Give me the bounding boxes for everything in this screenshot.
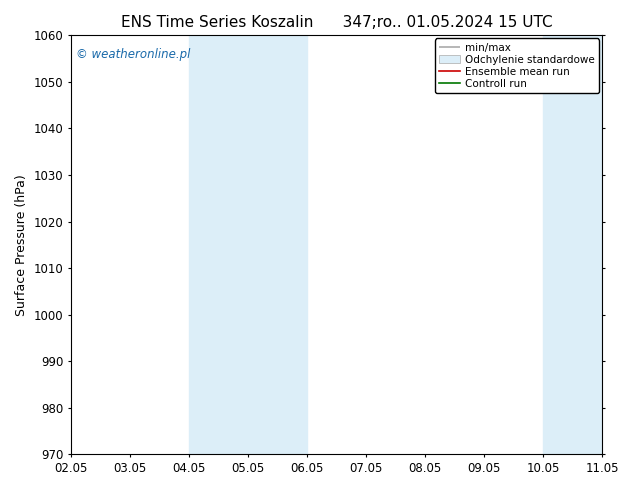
Title: ENS Time Series Koszalin      347;ro.. 01.05.2024 15 UTC: ENS Time Series Koszalin 347;ro.. 01.05.…: [121, 15, 552, 30]
Legend: min/max, Odchylenie standardowe, Ensemble mean run, Controll run: min/max, Odchylenie standardowe, Ensembl…: [435, 38, 599, 93]
Y-axis label: Surface Pressure (hPa): Surface Pressure (hPa): [15, 174, 28, 316]
Bar: [543, 35, 631, 454]
Text: © weatheronline.pl: © weatheronline.pl: [76, 48, 191, 61]
Bar: [189, 35, 307, 454]
